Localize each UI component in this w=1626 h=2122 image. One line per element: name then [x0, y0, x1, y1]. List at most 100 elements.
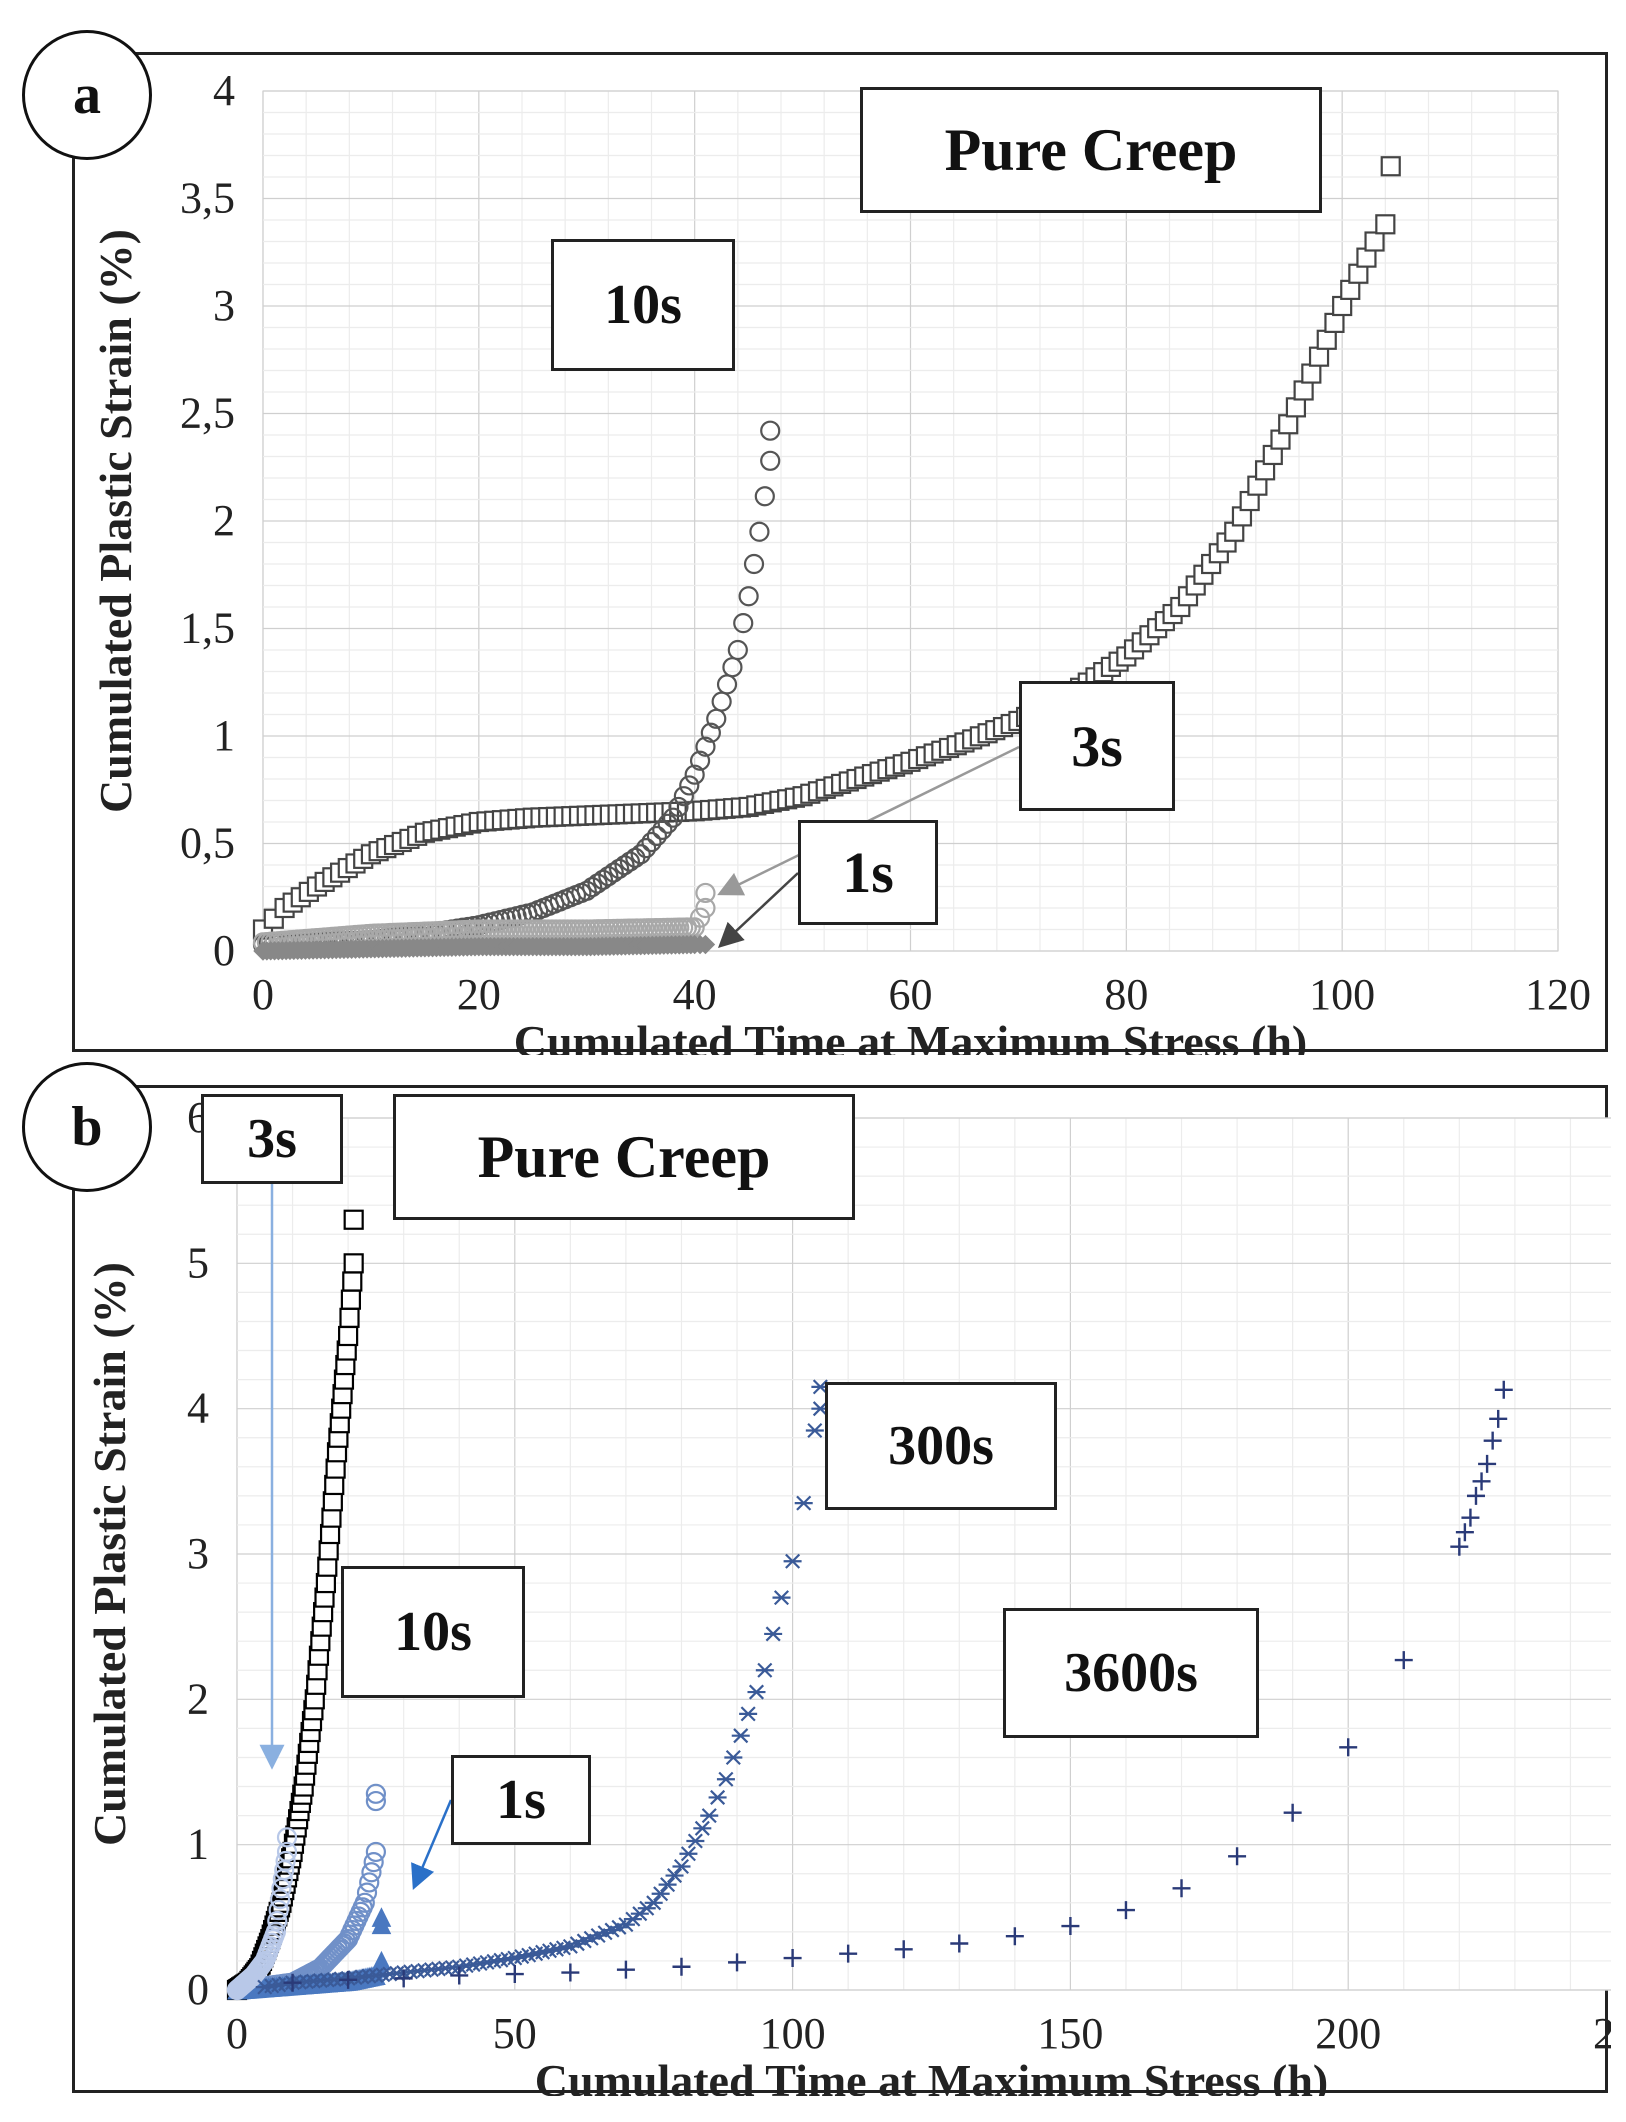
chart-a-series-1-point	[652, 819, 673, 840]
chart-a-series-1-point	[727, 639, 748, 661]
chart-b-series-4-point	[700, 1808, 719, 1824]
chart-b-series-3-point	[276, 1827, 298, 1848]
chart-a-xtick-label: 40	[673, 970, 717, 1019]
label-3s-a: 3s	[1019, 681, 1175, 811]
chart-b-series-4-point	[644, 1895, 663, 1911]
chart-b-series-4-point	[686, 1833, 705, 1849]
chart-a-series-1-point	[630, 844, 651, 865]
chart-b-y-axis-label: Cumulated Plastic Strain (%)	[84, 1262, 135, 1846]
chart-b-series-5-point	[450, 1966, 469, 1985]
chart-a-series-0-point	[1278, 414, 1299, 435]
chart-a-series-1-point	[695, 736, 716, 757]
chart-a-series-1-point	[576, 880, 597, 901]
chart-a-series-1-point	[609, 858, 630, 879]
chart-b-series-1-point	[365, 1790, 386, 1812]
chart-a-series-1-point	[738, 586, 759, 607]
chart-b-series-3-point	[265, 1921, 286, 1942]
chart-a-ytick-label: 0	[213, 926, 235, 975]
title-box-a: Pure Creep	[860, 87, 1322, 213]
title-box-b: Pure Creep	[393, 1094, 855, 1220]
chart-a-series-1-point	[700, 722, 721, 743]
chart-b-series-5-point	[1116, 1901, 1135, 1920]
chart-b-ytick-label: 1	[187, 1820, 209, 1869]
chart-b-series-3-point	[267, 1910, 288, 1932]
chart-b-series-5-point	[1061, 1917, 1080, 1936]
chart-a-ytick-label: 0,5	[180, 819, 235, 868]
chart-a-svg: 0 20 40 60 80 100 120 0 0,5 1 1,5 2 2,5 3 3,5 4 Cumulate…	[90, 66, 1591, 1055]
chart-b-series-1-point	[356, 1882, 378, 1903]
chart-b-series-1-point	[354, 1892, 375, 1913]
chart-b-xtick-label: 0	[226, 2009, 248, 2058]
chart-a-series-1-point	[679, 775, 700, 796]
chart-a-series-0-point	[1316, 329, 1337, 350]
chart-a-series-1-point	[603, 862, 624, 883]
chart-a-xtick-label: 0	[252, 970, 274, 1019]
panel-letter-a: a	[22, 30, 152, 160]
chart-a-xtick-label: 100	[1309, 970, 1375, 1019]
chart-b-series-1-point	[359, 1872, 380, 1893]
chart-b-series-4-point	[716, 1771, 735, 1787]
chart-b-series-4-point	[755, 1662, 774, 1678]
chart-b-series-5-point	[1283, 1803, 1302, 1822]
chart-a-series-1-point	[733, 613, 754, 634]
chart-b-series-4-point	[651, 1886, 670, 1902]
chart-b-series-5-point	[1483, 1431, 1502, 1450]
chart-b-series-5-point	[783, 1949, 802, 1968]
chart-b-series-5-point	[616, 1960, 635, 1979]
chart-b-series-5-point	[1228, 1847, 1247, 1866]
chart-a-series-0-point	[1293, 380, 1314, 401]
chart-b-series-5-point	[561, 1963, 580, 1982]
chart-b-series-5-point	[728, 1953, 747, 1972]
chart-a-series-0-point	[1285, 397, 1307, 418]
chart-a-series-2-point	[695, 897, 716, 919]
arrow-1s-b	[411, 1799, 453, 1890]
chart-a-series-0-point	[1301, 363, 1322, 384]
chart-a-ytick-label: 1,5	[180, 604, 235, 653]
chart-b-series-4-point	[747, 1684, 766, 1700]
chart-a-ytick-label: 1	[213, 711, 235, 760]
chart-a-series-1-point	[684, 764, 705, 785]
chart-b-series-0-point	[339, 1307, 360, 1328]
chart-a-series-1-point	[657, 813, 678, 834]
chart-b-series-4-point	[658, 1877, 677, 1893]
chart-b-series-4-point	[764, 1626, 783, 1642]
chart-a-series-0-point	[1324, 312, 1345, 333]
chart-a-series-1-point	[749, 521, 770, 542]
chart-a-x-axis-label: Cumulated Time at Maximum Stress (h)	[514, 1016, 1308, 1055]
chart-b-series-5-point	[1450, 1537, 1469, 1556]
chart-b-ytick-label: 0	[187, 1965, 209, 2014]
chart-b-xtick-label: 50	[493, 2009, 537, 2058]
chart-b-series-1-point	[363, 1852, 384, 1873]
chart-b-series-0-point	[342, 1271, 363, 1292]
chart-b-series-5-point	[1339, 1738, 1358, 1757]
chart-b-grid	[236, 1117, 1611, 1991]
arrow-1s-a	[717, 872, 799, 948]
chart-b-series-5-point	[1461, 1508, 1480, 1527]
chart-b-ytick-label: 4	[187, 1384, 209, 1433]
chart-b-series-4	[255, 1379, 830, 1995]
chart-b-series-4-point	[672, 1858, 691, 1874]
chart-a-series-1-point	[587, 873, 608, 894]
chart-a-ytick-label: 2,5	[180, 389, 235, 438]
chart-b-series-5-point	[283, 1973, 302, 1992]
label-3600s-b: 3600s	[1003, 1608, 1259, 1738]
chart-b-series-5-point	[1466, 1486, 1485, 1505]
chart-b-series-5	[283, 1380, 1513, 1992]
chart-a-series-3	[253, 934, 716, 961]
chart-b-series-5-point	[1494, 1380, 1513, 1399]
chart-b-series-5-point	[394, 1969, 413, 1988]
chart-b-series-5-point	[1005, 1927, 1024, 1946]
chart-b-series-3-point	[276, 1841, 298, 1863]
panel-letter-b: b	[22, 1062, 152, 1192]
chart-b-xtick-label: 250	[1593, 2009, 1611, 2058]
chart-a-series-0-point	[1375, 214, 1396, 235]
label-300s-b: 300s	[825, 1382, 1057, 1510]
chart-b-series-0-point	[338, 1325, 359, 1347]
chart-b-ytick-label: 5	[187, 1238, 209, 1287]
chart-a-ytick-label: 4	[213, 66, 235, 115]
chart-b-series-1-point	[365, 1841, 386, 1863]
chart-b-xtick-label: 150	[1037, 2009, 1103, 2058]
chart-b-series-3-point	[269, 1889, 291, 1910]
chart-a-series-1-point	[754, 486, 775, 507]
chart-b-series-2-point	[371, 1907, 392, 1927]
